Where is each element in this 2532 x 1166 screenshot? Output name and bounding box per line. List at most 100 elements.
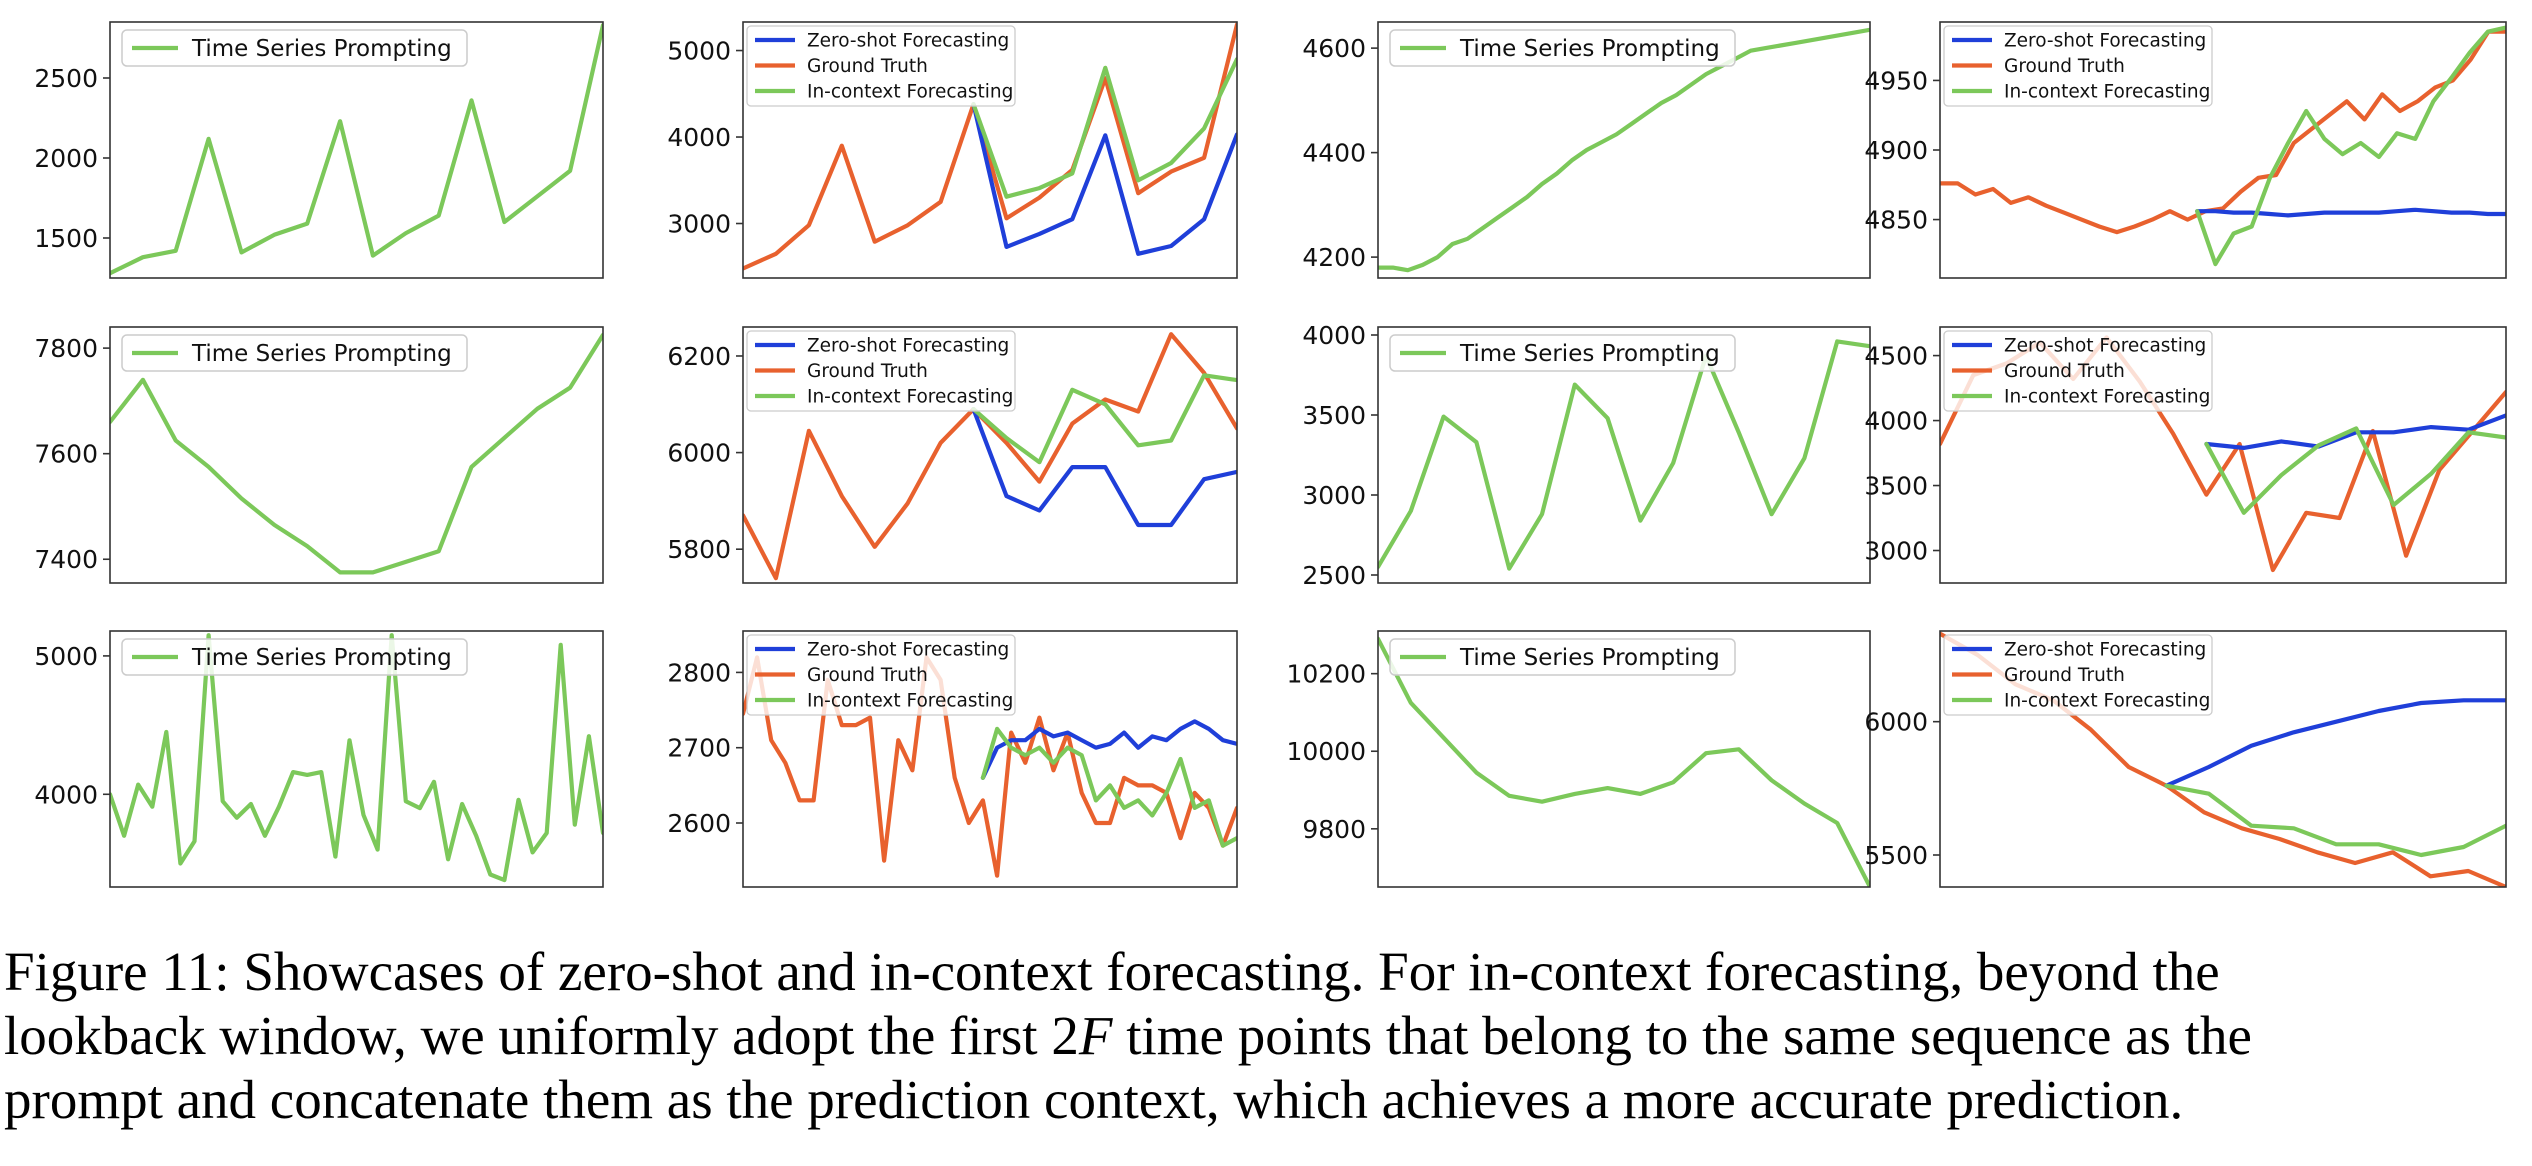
series-line-prompting: [1378, 636, 1870, 887]
caption-math-2: 2: [1051, 1005, 1079, 1066]
legend: Time Series Prompting: [1389, 334, 1736, 372]
legend-box: [1389, 638, 1736, 676]
y-tick-label: 2600: [667, 809, 731, 838]
caption-line-2-end: time points that belong to the same sequ…: [1112, 1005, 2252, 1066]
legend-label: In-context Forecasting: [807, 82, 1013, 103]
caption-math-F: F: [1078, 1005, 1113, 1066]
legend-label: Ground Truth: [807, 56, 928, 77]
y-tick-label: 4950: [1864, 66, 1928, 95]
caption-line-2-start: lookback window, we uniformly adopt the …: [4, 1005, 1052, 1066]
legend-label: Ground Truth: [2004, 361, 2125, 382]
subplot-r2c2: 5800 6000 6200 Zero-shot Forecasting Ground …: [667, 326, 1238, 584]
subplot-r3c4: 5500 6000 Zero-shot Forecasting Ground Trut…: [1864, 630, 2507, 888]
y-tick-label: 4900: [1864, 136, 1928, 165]
legend-label: In-context Forecasting: [807, 691, 1013, 712]
legend: Zero-shot Forecasting Ground Truth In-cont…: [1943, 634, 2213, 716]
series-line-in-context: [2164, 783, 2506, 858]
series-line-in-context: [971, 57, 1237, 199]
legend-box: [1389, 334, 1736, 372]
plot-frame: [1377, 21, 1871, 279]
legend-box: [121, 29, 468, 67]
subplot-r2c1: 7400 7600 7800 Time Series Prompting: [34, 326, 604, 584]
y-tick-label: 4400: [1302, 139, 1366, 168]
y-tick-label: 7600: [34, 440, 98, 469]
legend: Time Series Prompting: [1389, 638, 1736, 676]
legend: Time Series Prompting: [121, 638, 468, 676]
y-tick-label: 2500: [34, 64, 98, 93]
series-line-zero-shot: [971, 407, 1237, 528]
plot-frame: [1939, 326, 2507, 584]
plot-frame: [742, 326, 1238, 584]
y-tick-label: 4600: [1302, 34, 1366, 63]
legend: Zero-shot Forecasting Ground Truth In-cont…: [1943, 25, 2213, 107]
y-tick-label: 2000: [34, 144, 98, 173]
legend-label: Zero-shot Forecasting: [807, 336, 1009, 357]
y-tick-label: 5500: [1864, 841, 1928, 870]
legend-label: Zero-shot Forecasting: [2004, 640, 2206, 661]
y-tick-label: 4200: [1302, 243, 1366, 272]
series-line-zero-shot: [971, 102, 1237, 256]
y-tick-label: 4000: [1864, 407, 1928, 436]
legend-box: [1943, 330, 2213, 412]
y-tick-label: 6200: [667, 342, 731, 371]
y-tick-label: 5800: [667, 535, 731, 564]
y-tick-label: 6000: [667, 439, 731, 468]
legend: Time Series Prompting: [121, 29, 468, 67]
y-tick-label: 7400: [34, 545, 98, 574]
caption-line-3: prompt and concatenate them as the predi…: [4, 1069, 2184, 1130]
legend-label: Time Series Prompting: [1459, 341, 1720, 367]
series-line-in-context: [2195, 25, 2506, 267]
caption-line-1: Figure 11: Showcases of zero-shot and in…: [4, 941, 2220, 1002]
y-tick-label: 5000: [667, 37, 731, 66]
subplot-r1c1: 1500 2000 2500 Time Series Prompting: [34, 21, 604, 279]
legend-label: Time Series Prompting: [191, 645, 452, 671]
legend-label: Zero-shot Forecasting: [2004, 336, 2206, 357]
legend-label: Ground Truth: [807, 361, 928, 382]
legend-box: [746, 330, 1016, 412]
legend-box: [1389, 29, 1736, 67]
plot-frame: [109, 326, 604, 584]
legend-label: Ground Truth: [2004, 56, 2125, 77]
legend-box: [121, 638, 468, 676]
legend-label: Time Series Prompting: [191, 36, 452, 62]
series-line-prompting: [1378, 27, 1870, 273]
subplot-r3c3: 9800 10000 10200 Time Series Prompting: [1286, 630, 1871, 888]
subplot-r2c3: 2500 3000 3500 4000 Time Series Prompting: [1302, 321, 1871, 590]
legend-label: Time Series Prompting: [191, 341, 452, 367]
y-tick-label: 3000: [1864, 537, 1928, 566]
legend: Zero-shot Forecasting Ground Truth In-cont…: [746, 330, 1016, 412]
legend: Zero-shot Forecasting Ground Truth In-cont…: [746, 634, 1016, 716]
y-tick-label: 2800: [667, 658, 731, 687]
plot-frame: [109, 21, 604, 279]
legend-label: Zero-shot Forecasting: [807, 31, 1009, 52]
y-tick-label: 10200: [1286, 660, 1366, 689]
legend-box: [1943, 634, 2213, 716]
y-tick-label: 3000: [1302, 481, 1366, 510]
series-line-zero-shot: [980, 719, 1237, 780]
series-line-in-context: [980, 726, 1237, 848]
figure-caption: Figure 11: Showcases of zero-shot and in…: [4, 940, 2528, 1132]
y-tick-label: 10000: [1286, 737, 1366, 766]
legend: Time Series Prompting: [1389, 29, 1736, 67]
y-tick-label: 4000: [34, 780, 98, 809]
series-line-in-context: [2204, 426, 2506, 515]
legend-box: [746, 25, 1016, 107]
subplot-r1c2: 3000 4000 5000 Zero-shot Forecasting Ground …: [667, 21, 1238, 279]
plot-frame: [109, 630, 604, 888]
plot-frame: [1377, 630, 1871, 888]
legend-label: In-context Forecasting: [2004, 82, 2210, 103]
y-tick-label: 4850: [1864, 206, 1928, 235]
y-tick-label: 3500: [1864, 472, 1928, 501]
y-tick-label: 9800: [1302, 815, 1366, 844]
legend-label: In-context Forecasting: [2004, 387, 2210, 408]
series-line-zero-shot: [2164, 698, 2506, 788]
plot-frame: [1377, 326, 1871, 584]
series-line-ground-truth: [1940, 29, 2506, 235]
legend-label: Zero-shot Forecasting: [807, 640, 1009, 661]
subplot-r3c1: 4000 5000 Time Series Prompting: [34, 630, 604, 888]
series-line-prompting: [110, 332, 603, 575]
y-tick-label: 2500: [1302, 561, 1366, 590]
legend-label: In-context Forecasting: [2004, 691, 2210, 712]
series-line-prompting: [110, 633, 603, 883]
legend-label: Ground Truth: [807, 665, 928, 686]
